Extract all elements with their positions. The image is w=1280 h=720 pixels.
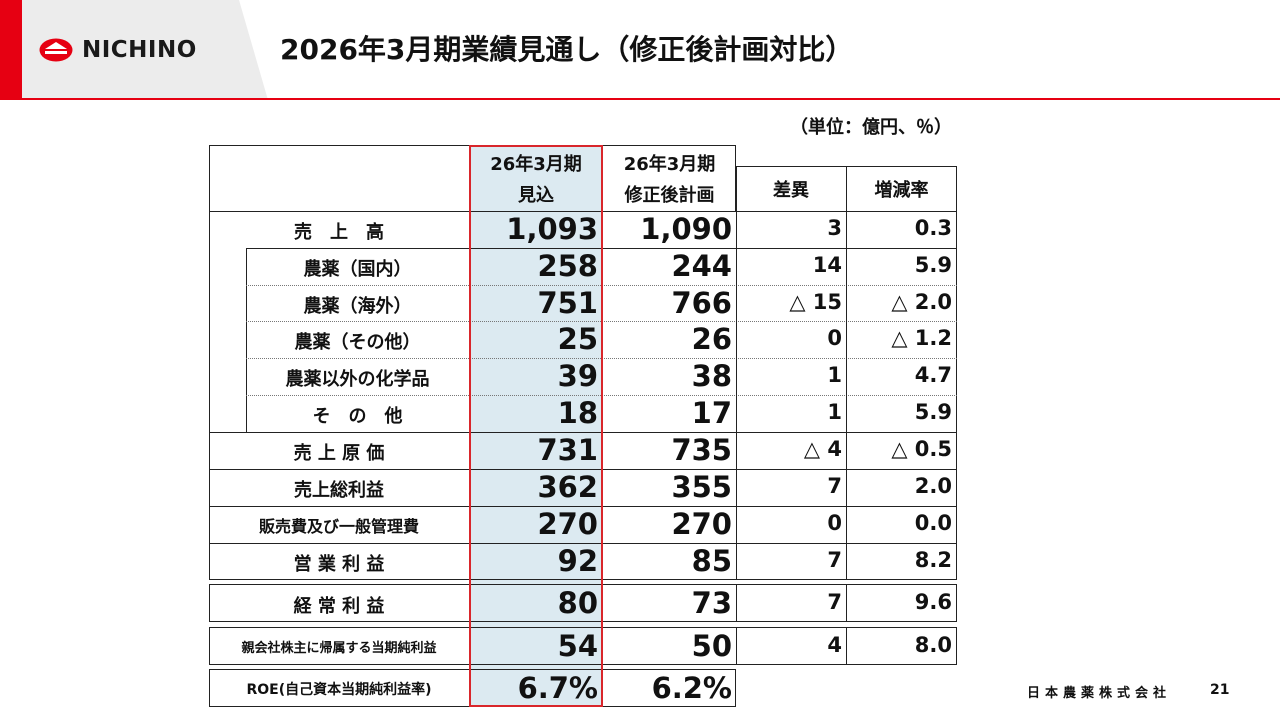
cell-plan-gross-profit: 355 — [671, 470, 732, 504]
row-label-agro-domestic: 農薬（国内） — [303, 259, 412, 280]
row-label-net-profit: 親会社株主に帰属する当期純利益 — [241, 641, 437, 656]
cell-forecast-agro-other: 25 — [557, 322, 598, 356]
cell-plan-agro-domestic: 244 — [671, 249, 732, 283]
slide-header: NICHINO 2026年3月期業績見通し（修正後計画対比） — [0, 0, 1280, 100]
cell-diff-gross-profit: 7 — [827, 474, 842, 498]
cell-forecast-roe: 6.7% — [517, 671, 598, 705]
row-label-roe: ROE(自己資本当期純利益率) — [246, 682, 432, 698]
cell-diff-non-agro-chemicals: 1 — [827, 363, 842, 387]
logo-text: NICHINO — [82, 37, 197, 63]
cell-rate-agro-overseas: △ 2.0 — [891, 290, 952, 314]
table-block-ordinary — [209, 584, 957, 622]
cell-diff-ordinary-profit: 7 — [827, 590, 842, 614]
cell-diff-agro-domestic: 14 — [812, 253, 842, 277]
col-forecast-header-line1: 26年3月期 — [490, 154, 582, 175]
cell-plan-others: 17 — [691, 396, 732, 430]
cell-rate-cost-of-sales: △ 0.5 — [891, 437, 952, 461]
cell-forecast-sales: 1,093 — [506, 212, 598, 246]
nichino-mark-icon — [39, 38, 73, 62]
header-rule — [22, 98, 1280, 100]
row-label-sales: 売 上 高 — [294, 222, 384, 243]
cell-forecast-sga: 270 — [537, 507, 598, 541]
company-footer: 日本農薬株式会社 — [1027, 686, 1172, 701]
cell-forecast-others: 18 — [557, 396, 598, 430]
cell-rate-operating-profit: 8.2 — [914, 548, 952, 572]
cell-plan-sga: 270 — [671, 507, 732, 541]
col-rate-header: 増減率 — [874, 180, 929, 201]
row-label-sga: 販売費及び一般管理費 — [258, 517, 419, 536]
row-label-cost-of-sales: 売 上 原 価 — [293, 443, 385, 464]
cell-diff-agro-other: 0 — [827, 326, 842, 350]
cell-rate-ordinary-profit: 9.6 — [914, 590, 952, 614]
cell-plan-agro-other: 26 — [691, 322, 732, 356]
cell-plan-ordinary-profit: 73 — [691, 586, 732, 620]
forecast-column-border — [469, 145, 603, 707]
page-title: 2026年3月期業績見通し（修正後計画対比） — [280, 33, 854, 66]
cell-forecast-agro-domestic: 258 — [537, 249, 598, 283]
cell-forecast-net-profit: 54 — [557, 629, 598, 663]
row-label-others: そ の 他 — [312, 406, 403, 427]
cell-forecast-agro-overseas: 751 — [537, 286, 598, 320]
row-label-agro-overseas: 農薬（海外） — [303, 296, 412, 317]
cell-diff-net-profit: 4 — [827, 633, 842, 657]
cell-plan-sales: 1,090 — [640, 212, 732, 246]
cell-plan-operating-profit: 85 — [691, 544, 732, 578]
col-plan-header-line2: 修正後計画 — [624, 185, 715, 206]
col-diff-header: 差異 — [773, 180, 809, 201]
col-forecast-header-line2: 見込 — [518, 185, 554, 206]
col-plan-header-line1: 26年3月期 — [623, 154, 716, 175]
row-label-operating-profit: 営 業 利 益 — [293, 554, 385, 575]
row-label-ordinary-profit: 経 常 利 益 — [293, 596, 385, 617]
accent-bar — [0, 0, 22, 100]
cell-plan-net-profit: 50 — [691, 629, 732, 663]
cell-plan-cost-of-sales: 735 — [671, 433, 732, 467]
cell-diff-others: 1 — [827, 400, 842, 424]
cell-plan-agro-overseas: 766 — [671, 286, 732, 320]
cell-plan-roe: 6.2% — [651, 671, 732, 705]
cell-diff-sales: 3 — [827, 216, 842, 240]
cell-forecast-operating-profit: 92 — [557, 544, 598, 578]
row-label-agro-other: 農薬（その他） — [294, 332, 421, 353]
cell-rate-sga: 0.0 — [914, 511, 952, 535]
cell-rate-others: 5.9 — [914, 400, 952, 424]
cell-forecast-ordinary-profit: 80 — [557, 586, 598, 620]
unit-note: （単位：億円、％） — [790, 117, 952, 138]
cell-diff-sga: 0 — [827, 511, 842, 535]
cell-rate-non-agro-chemicals: 4.7 — [914, 363, 952, 387]
cell-rate-sales: 0.3 — [914, 216, 952, 240]
row-label-gross-profit: 売上総利益 — [294, 480, 384, 501]
cell-forecast-gross-profit: 362 — [537, 470, 598, 504]
table-block-net — [209, 627, 957, 665]
company-logo: NICHINO — [38, 36, 197, 64]
cell-rate-gross-profit: 2.0 — [914, 474, 952, 498]
cell-diff-operating-profit: 7 — [827, 548, 842, 572]
cell-diff-agro-overseas: △ 15 — [789, 290, 842, 314]
cell-forecast-non-agro-chemicals: 39 — [557, 359, 598, 393]
cell-rate-agro-other: △ 1.2 — [891, 326, 952, 350]
cell-diff-cost-of-sales: △ 4 — [803, 437, 842, 461]
forecast-column-highlight — [470, 146, 602, 706]
cell-rate-net-profit: 8.0 — [914, 633, 952, 657]
page-number: 21 — [1210, 682, 1230, 698]
cell-plan-non-agro-chemicals: 38 — [691, 359, 732, 393]
row-label-non-agro-chemicals: 農薬以外の化学品 — [285, 369, 430, 390]
cell-forecast-cost-of-sales: 731 — [537, 433, 598, 467]
cell-rate-agro-domestic: 5.9 — [914, 253, 952, 277]
